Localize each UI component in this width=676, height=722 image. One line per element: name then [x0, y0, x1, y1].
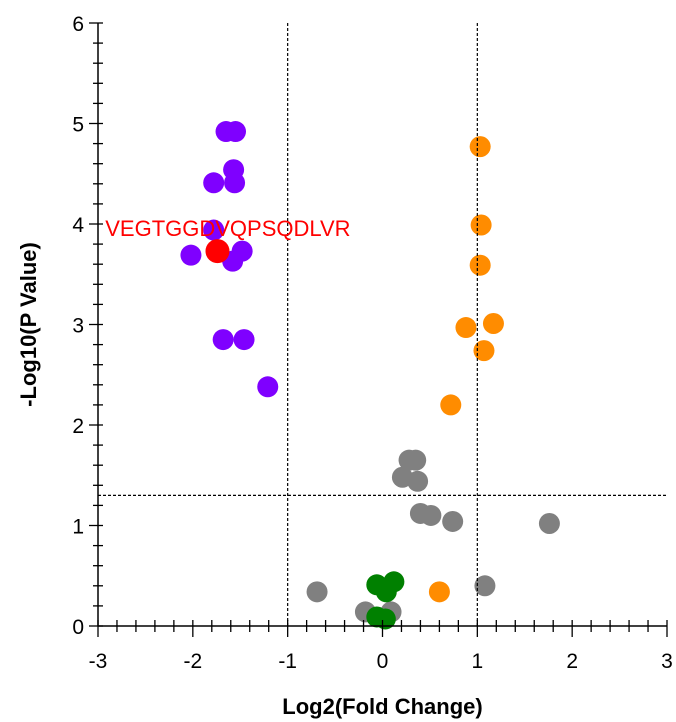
- data-points: [180, 121, 560, 630]
- axis-ticks: -3 -2 -1 0 1 2 3 0 1 2 3 4 5 6: [72, 13, 673, 673]
- data-point-near-zero: [375, 581, 397, 603]
- data-point-down: [212, 329, 234, 351]
- data-point-up: [482, 312, 504, 334]
- y-tick-label: 3: [72, 315, 84, 338]
- data-point-not-significant: [442, 510, 464, 532]
- data-point-not-significant: [407, 470, 429, 492]
- x-tick-label: -3: [89, 650, 108, 673]
- data-point-down: [225, 121, 247, 143]
- data-point-down: [224, 172, 246, 194]
- data-point-not-significant: [420, 504, 442, 526]
- data-point-not-significant: [538, 512, 560, 534]
- data-point-not-significant: [474, 575, 496, 597]
- data-point-not-significant: [306, 581, 328, 603]
- highlight-point: [205, 239, 230, 264]
- data-point-down: [233, 329, 255, 351]
- highlight-group: VEGTGGDVQPSQDLVR: [105, 216, 351, 264]
- data-point-down: [203, 172, 225, 194]
- x-tick-label: 2: [566, 650, 578, 673]
- data-point-up: [473, 340, 495, 362]
- data-point-up: [469, 136, 491, 158]
- x-tick-label: 3: [661, 650, 673, 673]
- data-point-up: [469, 254, 491, 276]
- y-tick-label: 2: [72, 415, 84, 438]
- x-tick-label: -2: [183, 650, 202, 673]
- data-point-up: [428, 581, 450, 603]
- data-point-down: [203, 219, 225, 241]
- threshold-lines: [98, 23, 667, 626]
- y-tick-label: 0: [72, 616, 84, 639]
- x-tick-label: 0: [377, 650, 389, 673]
- data-point-down: [257, 376, 279, 398]
- y-tick-label: 5: [72, 114, 84, 137]
- data-point-down: [180, 244, 202, 266]
- axes: [97, 23, 667, 627]
- data-point-near-zero: [374, 608, 396, 630]
- highlight-label: VEGTGGDVQPSQDLVR: [105, 216, 350, 241]
- y-tick-label: 1: [72, 516, 84, 539]
- x-axis-title: Log2(Fold Change): [282, 694, 482, 719]
- y-axis-title: -Log10(P Value): [16, 242, 41, 407]
- data-point-up: [440, 394, 462, 416]
- data-point-up: [455, 317, 477, 339]
- data-point-up: [470, 214, 492, 236]
- data-point-not-significant: [405, 449, 427, 471]
- x-tick-label: -1: [278, 650, 297, 673]
- y-tick-label: 6: [72, 13, 84, 36]
- y-tick-label: 4: [72, 214, 84, 237]
- x-tick-label: 1: [471, 650, 483, 673]
